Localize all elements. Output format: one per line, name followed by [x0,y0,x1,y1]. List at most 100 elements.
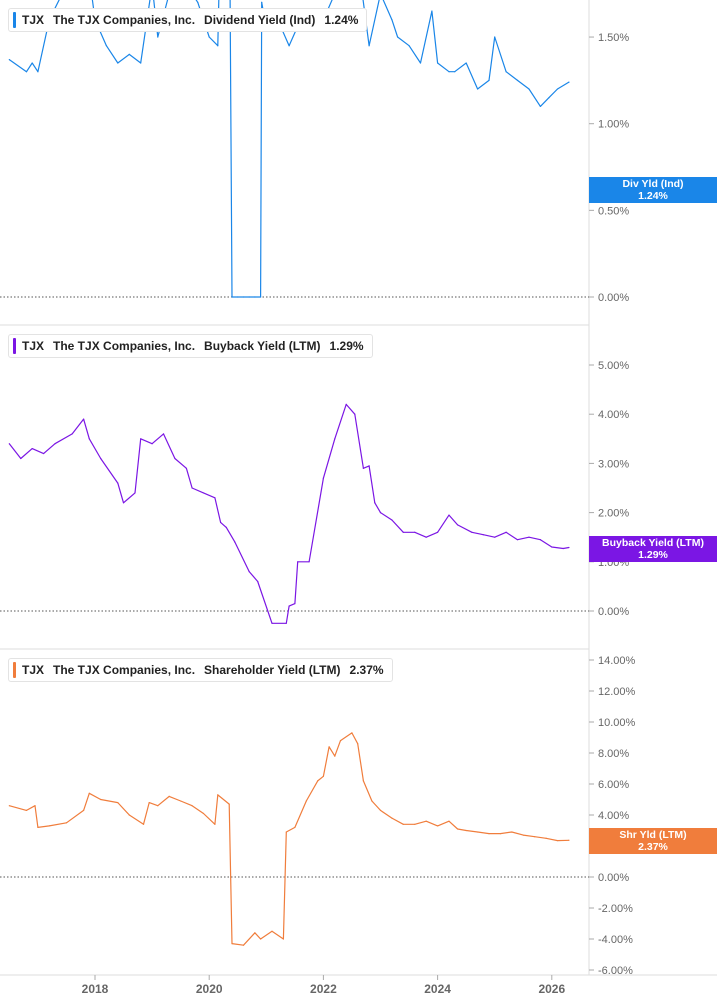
data-point [308,561,310,563]
data-point [71,433,73,435]
legend-metric: Dividend Yield (Ind) [204,13,316,27]
legend-dividend[interactable]: TJX The TJX Companies, Inc. Dividend Yie… [8,8,368,32]
data-point [425,536,427,538]
data-point [271,930,273,932]
data-point [534,836,536,838]
data-point [397,36,399,38]
data-point [499,833,502,835]
value-tag-label: Div Yld (Ind) [622,178,684,190]
data-point [117,482,119,484]
data-point [476,831,479,833]
data-point [351,732,353,734]
data-point [448,71,450,73]
data-point [217,45,219,47]
y-tick-label: -4.00% [598,934,633,946]
data-point [354,413,356,415]
legend-company: The TJX Companies, Inc. [53,339,196,353]
data-point [294,826,296,829]
data-point [257,580,259,583]
data-point [305,800,307,802]
data-point [448,514,450,516]
legend-ticker: TJX [22,13,45,27]
series-line [8,0,570,298]
data-point [288,45,290,47]
data-point [20,457,22,460]
data-point [379,511,382,514]
data-point [334,755,336,757]
value-tag-value: 2.37% [638,841,668,853]
data-point [556,839,559,842]
data-point [562,547,564,550]
y-tick-label: 12.00% [598,686,636,698]
y-tick-label: 5.00% [598,360,629,372]
data-point [151,443,153,445]
data-point [191,487,193,489]
data-point [117,62,119,64]
data-point [456,828,459,830]
value-tag-dividend: Div Yld (Ind) 1.24% [589,177,717,203]
data-point [505,531,507,533]
value-tag-value: 1.24% [638,190,668,202]
data-point [140,438,142,440]
data-point [551,546,553,548]
data-point [465,829,467,832]
data-point [454,71,456,73]
data-point [282,938,285,940]
data-point [437,825,439,827]
legend-shareholder-swatch [13,662,16,678]
data-point [328,746,330,748]
data-point [140,62,142,64]
data-point [419,62,422,64]
y-tick-label: 4.00% [598,810,629,822]
data-point [117,802,119,804]
data-point [65,822,68,824]
data-point [88,438,90,440]
data-point [128,814,130,816]
data-point [82,418,85,420]
data-point [556,88,559,90]
data-point [248,296,250,298]
data-point [482,534,484,536]
legend-shareholder[interactable]: TJX The TJX Companies, Inc. Shareholder … [8,658,393,682]
data-point [191,805,193,807]
data-point [539,105,541,107]
data-point [157,36,159,38]
data-point [180,800,182,802]
data-point [234,541,236,543]
data-point [214,497,216,499]
y-tick-label: 8.00% [598,748,629,760]
data-point [339,740,342,742]
data-point [408,45,410,47]
data-point [134,492,136,494]
data-point [391,19,393,21]
data-point [254,296,256,298]
data-point [505,71,507,73]
data-point [494,36,496,38]
data-point [414,531,416,533]
legend-buyback[interactable]: TJX The TJX Companies, Inc. Buyback Yiel… [8,334,373,358]
data-point [345,403,347,405]
x-tick-label: 2024 [424,982,451,996]
data-point [237,296,239,298]
y-tick-label: -6.00% [598,965,633,977]
value-tag-value: 1.29% [638,549,668,561]
data-point [357,743,359,745]
data-point [148,802,150,804]
data-point [271,622,273,624]
data-point [488,833,490,835]
data-point [294,603,296,605]
y-tick-label: 0.00% [598,292,629,304]
legend-value: 2.37% [349,663,384,677]
data-point [142,823,145,825]
data-point [362,467,364,469]
data-point [37,826,39,829]
data-point [448,820,450,822]
data-point [528,88,530,90]
legend-company: The TJX Companies, Inc. [53,13,196,27]
series-line [9,732,569,946]
data-point [545,837,547,839]
series-line [8,403,570,624]
data-point [368,45,370,47]
data-point [539,539,541,541]
